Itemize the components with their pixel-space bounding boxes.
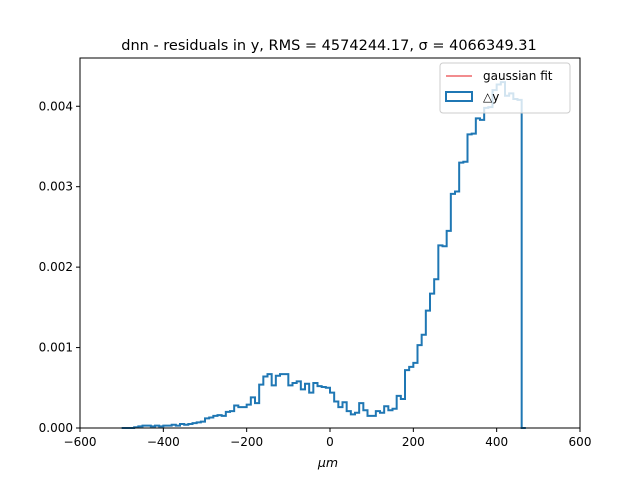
x-tick-label: 600 bbox=[569, 435, 592, 449]
x-axis-label: μm bbox=[317, 455, 338, 470]
legend-hist-swatch bbox=[445, 91, 473, 102]
y-tick-label: 0.002 bbox=[39, 260, 73, 274]
y-tick-label: 0.003 bbox=[39, 180, 73, 194]
y-tick-label: 0.000 bbox=[39, 421, 73, 435]
legend-hist-label: △y bbox=[483, 90, 499, 104]
x-tick-label: 400 bbox=[485, 435, 508, 449]
x-axis: −600 −400 −200 0 200 400 600 bbox=[64, 428, 592, 449]
chart-title: dnn - residuals in y, RMS = 4574244.17, … bbox=[121, 38, 537, 54]
y-tick-label: 0.004 bbox=[39, 99, 73, 113]
legend-fit-label: gaussian fit bbox=[483, 69, 553, 83]
x-tick-label: −400 bbox=[147, 435, 180, 449]
x-tick-label: −600 bbox=[64, 435, 97, 449]
x-tick-label: 0 bbox=[326, 435, 334, 449]
x-tick-label: −200 bbox=[230, 435, 263, 449]
y-tick-label: 0.001 bbox=[39, 341, 73, 355]
x-tick-label: 200 bbox=[402, 435, 425, 449]
y-axis: 0.000 0.001 0.002 0.003 0.004 bbox=[39, 99, 80, 435]
legend: gaussian fit △y bbox=[439, 62, 571, 114]
histogram-steps bbox=[121, 81, 526, 429]
